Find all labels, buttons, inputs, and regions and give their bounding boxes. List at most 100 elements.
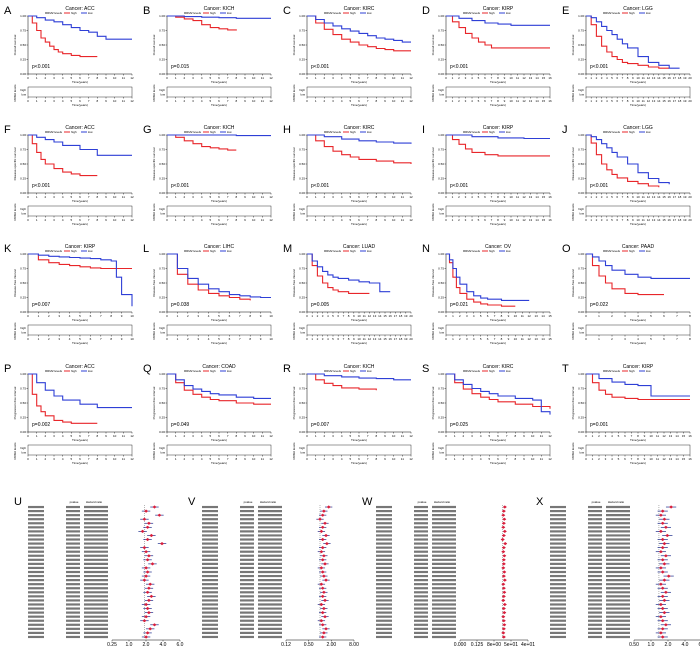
x-tick-label: 1: [36, 434, 38, 438]
y-tick-label: 0.25: [578, 177, 584, 181]
risk-x-tick-label: 6: [487, 337, 489, 341]
x-tick-label: 6: [218, 434, 220, 438]
y-tick-label: 0.50: [159, 43, 165, 47]
risk-x-label: Time(years): [351, 103, 367, 107]
risk-x-tick-label: 18: [678, 99, 682, 103]
risk-table: [27, 324, 133, 336]
risk-table: [585, 324, 691, 336]
risk-row-low: low: [439, 331, 444, 335]
risk-x-tick-label: 3: [192, 99, 194, 103]
x-tick-label: 0: [27, 195, 29, 199]
y-tick-label: 0.00: [20, 430, 26, 434]
y-tick-label: 0.25: [578, 58, 584, 62]
risk-x-label: Time(years): [351, 341, 367, 345]
x-tick-label: 5: [218, 314, 220, 318]
y-tick-label: 1.00: [578, 14, 584, 18]
chart-title: Cancer: PAAD: [622, 244, 655, 250]
forest-x-tick-label: 0.12: [281, 642, 291, 647]
x-tick-label: 3: [465, 76, 467, 80]
forest-header-hr: Hazard ratio: [434, 500, 451, 504]
y-tick-label: 1.00: [438, 14, 444, 18]
risk-x-tick-label: 4: [606, 218, 608, 222]
km-curve-high: [28, 373, 98, 424]
risk-x-tick-label: 8: [375, 457, 377, 461]
x-tick-label: 7: [491, 76, 493, 80]
risk-x-tick-label: 7: [88, 99, 90, 103]
x-tick-label: 7: [88, 195, 90, 199]
y-axis-label: Progression-free interval: [292, 386, 296, 419]
x-tick-label: 11: [261, 195, 264, 199]
forest-point: [660, 635, 665, 639]
forest-point: [501, 513, 506, 517]
risk-x-tick-label: 14: [657, 218, 661, 222]
x-tick-label: 13: [373, 314, 377, 318]
x-tick-label: 12: [130, 76, 134, 80]
risk-x-tick-label: 4: [611, 457, 613, 461]
x-tick-label: 9: [105, 434, 107, 438]
forest-point: [160, 542, 164, 546]
y-tick-label: 0.00: [159, 430, 165, 434]
forest-point: [501, 566, 506, 570]
x-tick-label: 3: [53, 195, 55, 199]
forest-point: [501, 582, 506, 586]
forest-point: [501, 598, 506, 602]
x-tick-label: 6: [616, 76, 618, 80]
forest-point: [142, 619, 147, 623]
risk-table: [166, 324, 272, 336]
forest-x-tick-label: 5e+01: [504, 642, 518, 647]
risk-x-tick-label: 0: [585, 457, 587, 461]
x-tick-label: 2: [458, 76, 460, 80]
x-tick-label: 4: [69, 314, 71, 318]
risk-x-tick-label: 7: [227, 99, 229, 103]
y-tick-label: 0.00: [438, 72, 444, 76]
km-curve-low: [28, 253, 133, 307]
x-tick-label: 11: [122, 76, 125, 80]
risk-x-tick-label: 9: [384, 457, 386, 461]
forest-point: [501, 525, 506, 529]
forest-point: [501, 635, 506, 639]
risk-x-tick-label: 5: [218, 337, 220, 341]
risk-x-tick-label: 0: [445, 457, 447, 461]
forest-point: [662, 517, 667, 521]
y-tick-label: 0.00: [299, 191, 305, 195]
x-tick-label: 2: [44, 195, 46, 199]
risk-x-tick-label: 12: [662, 457, 666, 461]
risk-x-tick-label: 10: [252, 218, 256, 222]
y-tick-label: 0.00: [438, 430, 444, 434]
risk-x-tick-label: 0: [27, 218, 29, 222]
forest-point: [319, 529, 324, 533]
risk-x-tick-label: 8: [249, 337, 251, 341]
forest-point: [326, 505, 331, 509]
y-tick-label: 0.75: [159, 387, 165, 391]
risk-x-tick-label: 12: [130, 457, 134, 461]
risk-x-tick-label: 2: [596, 99, 598, 103]
x-tick-label: 11: [401, 195, 404, 199]
risk-x-label: Time(years): [211, 103, 227, 107]
risk-x-tick-label: 5: [478, 99, 480, 103]
y-tick-label: 0.25: [20, 416, 26, 420]
risk-x-tick-label: 0: [306, 218, 308, 222]
risk-x-tick-label: 7: [367, 99, 369, 103]
x-tick-label: 2: [317, 314, 319, 318]
x-tick-label: 2: [611, 314, 613, 318]
y-tick-label: 0.50: [438, 162, 444, 166]
km-curve-high: [307, 15, 411, 52]
risk-x-tick-label: 6: [497, 457, 499, 461]
x-tick-label: 12: [548, 434, 552, 438]
y-axis-label: Disease-specific survival: [431, 147, 435, 180]
x-tick-label: 6: [90, 314, 92, 318]
x-tick-label: 10: [130, 314, 134, 318]
panel-letter: T: [562, 363, 569, 375]
risk-table-ylabel: RRM2 levels: [571, 203, 575, 221]
x-tick-label: 0: [27, 434, 29, 438]
x-tick-label: 16: [668, 195, 672, 199]
risk-x-tick-label: 10: [357, 337, 361, 341]
forest-point: [662, 611, 667, 615]
forest-point: [142, 546, 147, 550]
legend-high-label: high: [210, 369, 216, 373]
forest-point: [142, 578, 147, 582]
risk-table: [585, 444, 691, 456]
risk-x-label: Time(years): [351, 222, 367, 226]
forest-x-tick-label: 1.0: [648, 642, 655, 647]
